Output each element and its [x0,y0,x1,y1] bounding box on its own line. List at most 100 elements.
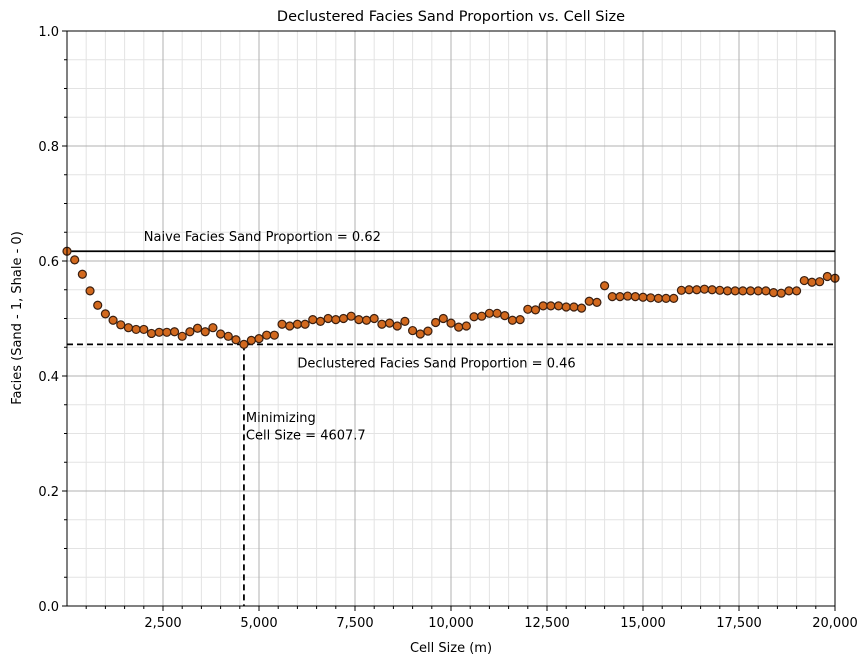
data-point [139,324,149,335]
x-tick-label: 2,500 [144,616,181,631]
minimizing-annotation-line1: Minimizing [246,411,316,426]
data-point [507,315,518,325]
data-point [615,292,625,302]
y-axis-label: Facies (Sand - 1, Shale - 0) [10,231,25,405]
data-point [515,315,525,325]
data-point [392,321,402,331]
data-point [162,327,172,337]
data-point [753,286,763,296]
y-tick-label: 1.0 [38,25,59,40]
data-point [692,285,702,295]
data-point [262,330,272,340]
data-point [300,319,310,329]
data-point [231,335,241,345]
data-point [576,303,587,313]
data-point [423,326,433,336]
data-point [77,269,87,279]
data-point [277,319,287,329]
data-point [607,292,617,302]
data-point [538,301,548,311]
data-point [807,277,817,287]
data-point [308,315,318,325]
data-point [208,323,218,333]
data-point [108,315,118,325]
naive-proportion-annotation: Naive Facies Sand Proportion = 0.62 [144,230,381,245]
declustered-proportion-annotation: Declustered Facies Sand Proportion = 0.4… [297,356,575,371]
data-point [699,284,710,294]
data-point [131,324,141,335]
data-point [246,335,256,345]
ticks: 2,500 5,000 7,500 10,000 12,500 15,000 17,500 2… [38,25,857,631]
data-point [431,317,441,328]
data-point [361,315,372,325]
data-point [408,325,418,336]
data-point [154,327,164,337]
x-tick-label: 5,000 [240,616,277,631]
data-point [638,292,648,302]
data-point [684,285,694,295]
data-point [500,311,510,321]
data-point [438,313,448,324]
data-point [761,286,771,296]
data-point [346,311,356,321]
data-point [669,293,679,303]
data-point [354,315,364,325]
data-point [484,308,494,318]
data-point [185,327,195,337]
data-point [446,318,456,328]
data-point [223,331,233,341]
minimizing-annotation-line2: Cell Size = 4607.7 [246,428,366,443]
data-point [200,327,210,337]
y-tick-label: 0.2 [38,485,59,500]
data-point [492,308,502,318]
data-point [239,339,249,349]
data-point [592,297,602,307]
data-point [85,286,95,296]
data-point [646,293,656,303]
data-point [216,329,226,339]
x-tick-label: 17,500 [716,616,762,631]
data-point [292,319,302,329]
data-point [676,285,687,295]
y-tick-label: 0.0 [38,600,59,615]
data-point [254,334,264,344]
data-point [546,301,556,311]
data-point [192,323,203,333]
data-point [768,288,779,298]
reference-lines [67,250,835,606]
data-point [469,312,479,322]
data-point [738,286,748,296]
data-point [653,293,663,303]
data-point [722,286,733,296]
data-point [400,316,410,326]
data-point [822,271,832,282]
data-point [799,275,809,286]
data-point [323,313,333,324]
data-point [815,277,825,287]
y-tick-label: 0.6 [38,255,59,270]
data-point [630,292,640,302]
data-point [530,305,541,315]
data-point [315,316,326,326]
data-point [776,288,786,298]
data-point [338,313,349,324]
data-point [715,285,725,295]
data-point [477,311,487,321]
data-point [791,286,802,296]
data-point [177,331,187,341]
x-tick-label: 15,000 [620,616,666,631]
data-point [553,301,564,311]
data-point [415,329,425,339]
data-point [599,281,610,291]
data-point [93,300,103,310]
data-point [461,321,471,331]
data-point [584,296,594,306]
data-point [70,255,80,265]
data-point [730,286,740,296]
data-point [331,315,341,325]
data-point [707,285,717,295]
data-point [269,330,279,340]
data-point [745,286,756,296]
